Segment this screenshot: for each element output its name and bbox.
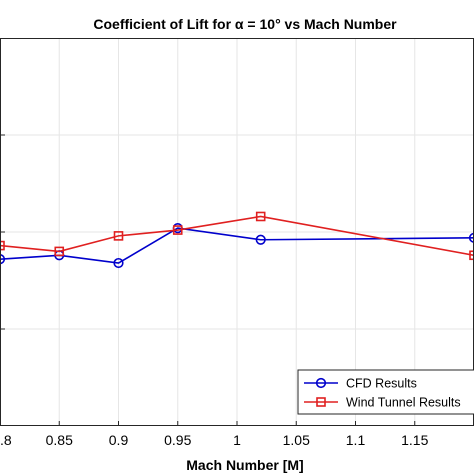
data-point (0, 240, 5, 251)
x-tick-label: 1.05 (283, 432, 310, 448)
data-point (468, 232, 474, 243)
x-tick-label: .8 (0, 432, 12, 448)
legend-label: Wind Tunnel Results (346, 396, 461, 410)
x-tick-label: 0.9 (109, 432, 129, 448)
series-wind-tunnel-results (0, 211, 474, 261)
series-layer (0, 211, 474, 269)
x-tick-label: 1.15 (401, 432, 428, 448)
legend-marker (315, 377, 327, 389)
chart-title: Coefficient of Lift for α = 10° vs Mach … (93, 16, 397, 32)
legend-item: CFD Results (304, 377, 417, 391)
data-point (172, 225, 183, 235)
data-point (255, 211, 266, 222)
series-line (0, 215, 474, 257)
x-tick-label: 0.85 (46, 432, 73, 448)
legend-box (297, 369, 474, 415)
x-tick-label: 1 (233, 432, 241, 448)
legend-item: Wind Tunnel Results (304, 396, 461, 410)
data-point (255, 234, 266, 245)
x-axis-label: Mach Number [M] (186, 457, 303, 473)
x-tick-label: 1.1 (346, 432, 366, 448)
legend-marker (316, 397, 326, 407)
x-axis-ticks: .8 0.85 0.9 0.95 1 1.05 1.1 1.15 (0, 421, 429, 448)
data-point (469, 250, 474, 261)
data-point (113, 257, 124, 269)
x-tick-label: 0.95 (164, 432, 191, 448)
data-point (0, 254, 6, 265)
series-line (0, 227, 474, 264)
data-point (113, 231, 124, 241)
legend-label: CFD Results (346, 377, 417, 391)
legend: CFD Results Wind Tunnel Results (297, 369, 474, 415)
data-point (54, 246, 65, 257)
